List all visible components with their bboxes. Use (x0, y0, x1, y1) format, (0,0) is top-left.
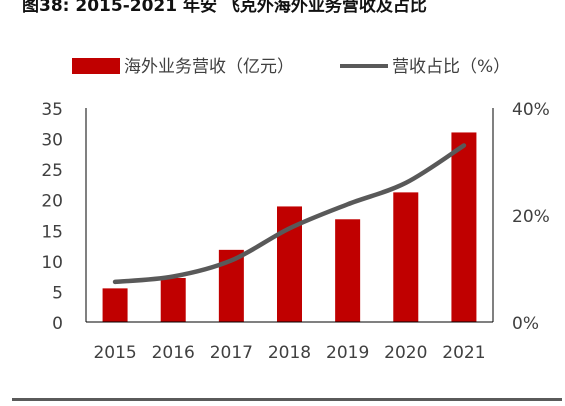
line-point-2018 (288, 226, 291, 230)
line-series (112, 143, 467, 285)
line-point-2019 (346, 202, 350, 206)
left-tick-label: 35 (41, 100, 63, 120)
legend-bar-swatch (72, 58, 120, 74)
line-point-2020 (404, 181, 408, 185)
bar-2016 (160, 277, 186, 322)
x-tick-label: 2017 (210, 343, 253, 363)
left-tick-label: 5 (52, 283, 63, 303)
legend-line-label: 营收占比（%） (392, 57, 510, 77)
left-tick-label: 10 (41, 253, 63, 273)
bar-2019 (335, 219, 361, 322)
right-axis-ticks: 0% 20% 40% (512, 100, 550, 334)
x-tick-label: 2018 (268, 343, 311, 363)
x-tick-label: 2016 (152, 343, 195, 363)
legend: 海外业务营收（亿元） 营收占比（%） (72, 57, 510, 77)
line-point-2015 (113, 280, 117, 284)
legend-bar-label: 海外业务营收（亿元） (124, 57, 294, 77)
line-point-2017 (229, 258, 233, 262)
right-tick-label: 0% (512, 314, 539, 334)
x-tick-label: 2015 (93, 343, 136, 363)
x-tick-label: 2021 (442, 343, 485, 363)
right-tick-label: 40% (512, 100, 550, 120)
left-tick-label: 25 (41, 161, 63, 181)
x-axis-ticks: 2015 2016 2017 2018 2019 2020 2021 (93, 343, 485, 363)
line-point-2021 (462, 143, 466, 147)
x-tick-label: 2019 (326, 343, 369, 363)
left-tick-label: 0 (52, 314, 63, 334)
bar-2015 (102, 288, 128, 322)
left-axis-ticks: 0 5 10 15 20 25 30 35 (41, 100, 63, 334)
bar-2020 (393, 192, 419, 322)
left-tick-label: 30 (41, 131, 63, 151)
left-tick-label: 15 (41, 222, 63, 242)
title-bar: 图38: 2015-2021 年安 飞克外海外业务营收及占比 (0, 0, 565, 16)
bar-2021 (451, 132, 477, 322)
x-tick-label: 2020 (384, 343, 427, 363)
bottom-rule (12, 398, 562, 401)
line-point-2016 (171, 275, 175, 279)
chart-title: 图38: 2015-2021 年安 飞克外海外业务营收及占比 (22, 0, 427, 16)
right-tick-label: 20% (512, 207, 550, 227)
left-tick-label: 20 (41, 192, 63, 212)
